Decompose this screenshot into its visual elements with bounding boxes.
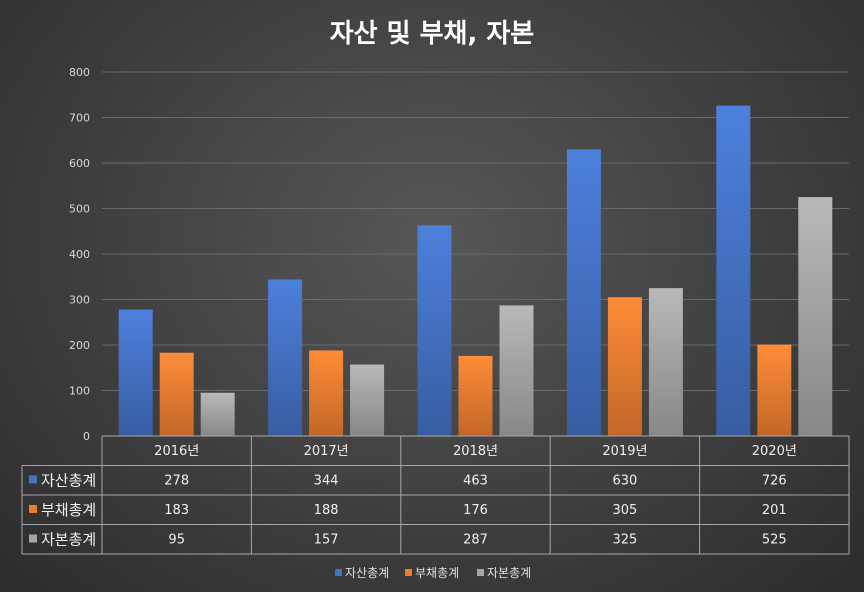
cell-자산총계-2016년: 278 [164, 474, 189, 489]
legend-label-자본총계: 자본총계 [487, 566, 531, 580]
cell-자산총계-2020년: 726 [762, 474, 787, 489]
legend-label-부채총계: 부채총계 [415, 566, 459, 580]
cell-부채총계-2017년: 188 [314, 503, 339, 518]
cell-자본총계-2020년: 525 [762, 533, 787, 548]
bar-자본총계-2016년 [200, 392, 235, 436]
table-header-2016년: 2016년 [154, 444, 199, 459]
y-tick-label-200: 200 [69, 339, 90, 352]
table-header-2019년: 2019년 [602, 444, 647, 459]
row-label-부채총계: 부채총계 [41, 501, 96, 519]
cell-자본총계-2016년: 95 [168, 533, 185, 548]
y-tick-label-100: 100 [69, 385, 90, 398]
grid-lines [102, 71, 849, 391]
bar-부채총계-2017년 [309, 350, 344, 436]
bars [118, 105, 833, 437]
row-legend-key-부채총계 [29, 505, 37, 513]
cell-자산총계-2018년: 463 [463, 474, 488, 489]
bar-자산총계-2016년 [118, 309, 153, 436]
cell-자산총계-2017년: 344 [314, 474, 339, 489]
y-tick-label-800: 800 [69, 66, 90, 79]
bar-자본총계-2017년 [350, 364, 385, 436]
chart-title: 자산 및 부채, 자본 [330, 19, 534, 49]
y-tick-label-400: 400 [69, 248, 90, 261]
table-header-2020년: 2020년 [752, 444, 797, 459]
y-axis-ticks: 0 100 200 300 400 500 600 700 800 [69, 66, 90, 443]
legend-key-자산총계 [335, 569, 342, 576]
bar-부채총계-2018년 [458, 355, 493, 436]
bar-자산총계-2017년 [268, 279, 303, 436]
cell-자본총계-2017년: 157 [314, 533, 339, 548]
row-label-자본총계: 자본총계 [41, 531, 96, 549]
cell-부채총계-2018년: 176 [463, 503, 488, 518]
cell-자본총계-2018년: 287 [463, 533, 488, 548]
legend-label-자산총계: 자산총계 [345, 566, 389, 580]
table-header-2017년: 2017년 [304, 444, 349, 459]
bar-자산총계-2019년 [566, 149, 601, 436]
row-label-자산총계: 자산총계 [41, 472, 96, 490]
bar-자본총계-2020년 [798, 197, 833, 436]
y-tick-label-0: 0 [83, 430, 90, 443]
cell-자산총계-2019년: 630 [612, 474, 637, 489]
y-tick-label-500: 500 [69, 203, 90, 216]
cell-자본총계-2019년: 325 [612, 533, 637, 548]
table-header-2018년: 2018년 [453, 444, 498, 459]
bar-부채총계-2019년 [607, 297, 642, 436]
y-tick-label-700: 700 [69, 112, 90, 125]
legend: 자산총계 부채총계 자본총계 [335, 566, 531, 580]
bar-자본총계-2019년 [648, 288, 683, 436]
bar-부채총계-2016년 [159, 352, 194, 436]
y-tick-label-600: 600 [69, 157, 90, 170]
bar-자본총계-2018년 [499, 305, 534, 436]
bar-자산총계-2020년 [716, 105, 751, 437]
cell-부채총계-2016년: 183 [164, 503, 189, 518]
legend-key-자본총계 [477, 569, 484, 576]
cell-부채총계-2019년: 305 [612, 503, 637, 518]
legend-key-부채총계 [405, 569, 412, 576]
bar-자산총계-2018년 [417, 225, 452, 436]
bar-부채총계-2020년 [757, 344, 792, 436]
cell-부채총계-2020년: 201 [762, 503, 787, 518]
row-legend-key-자본총계 [29, 534, 37, 543]
row-legend-key-자산총계 [29, 475, 37, 484]
y-tick-label-300: 300 [69, 294, 90, 307]
